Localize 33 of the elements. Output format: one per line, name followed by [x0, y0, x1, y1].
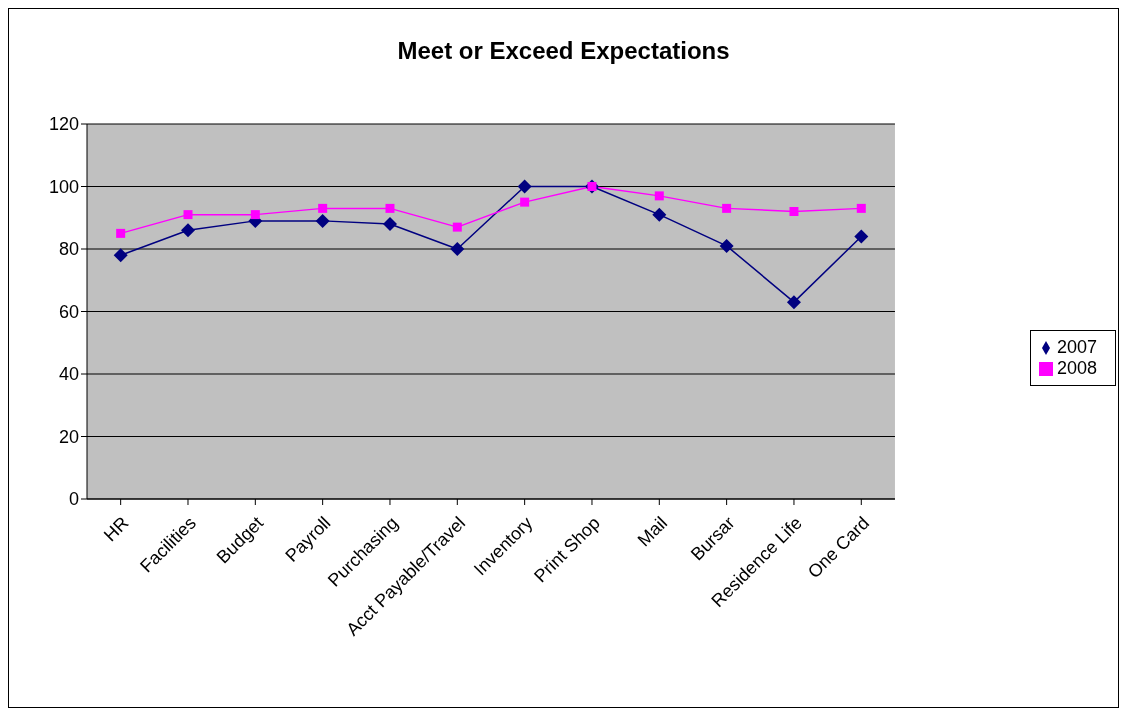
point	[854, 229, 869, 244]
point	[382, 217, 397, 231]
y-tick-label: 120	[48, 114, 79, 135]
y-tick-label: 100	[48, 176, 79, 197]
legend-label: 2007	[1056, 337, 1097, 357]
point	[318, 203, 328, 213]
point	[652, 207, 667, 222]
point	[719, 238, 734, 253]
point	[113, 248, 128, 263]
point	[856, 203, 866, 213]
point	[183, 210, 193, 220]
point	[722, 203, 732, 213]
x-tick-label: Mail	[633, 512, 672, 551]
y-tick-label: 0	[68, 489, 79, 510]
y-tick-label: 60	[58, 301, 79, 322]
point	[654, 191, 664, 201]
y-tick-label: 20	[58, 426, 79, 447]
point	[520, 197, 530, 207]
point	[180, 223, 195, 238]
x-tick-label: HR	[100, 512, 133, 546]
point	[116, 228, 126, 238]
point	[789, 207, 799, 216]
legend-label: 2008	[1056, 358, 1097, 378]
y-tick-label: 40	[58, 364, 79, 385]
point	[315, 213, 330, 228]
y-tick-label: 80	[58, 239, 79, 260]
point	[452, 222, 462, 232]
point	[450, 242, 465, 256]
point	[385, 203, 395, 213]
point	[786, 295, 801, 310]
point	[250, 210, 260, 220]
chart-title: Meet or Exceed Expectations	[396, 37, 731, 65]
point	[517, 179, 532, 194]
